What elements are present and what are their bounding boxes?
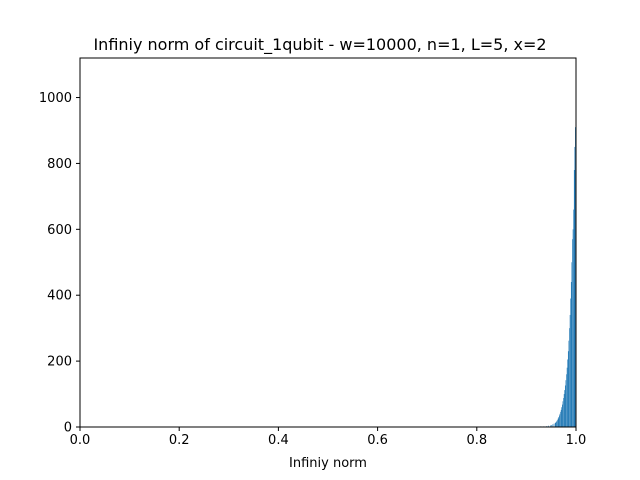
histogram-bar [555, 422, 557, 427]
histogram-bar [563, 394, 565, 427]
x-tick-label: 1.0 [566, 433, 587, 448]
histogram-bar [562, 404, 563, 427]
histogram-bar [574, 146, 576, 427]
histogram-bar [572, 239, 573, 427]
x-tick-label: 0.0 [70, 433, 91, 448]
histogram-bar [570, 282, 572, 427]
histogram-bar [556, 420, 558, 427]
histogram-bar [560, 409, 562, 427]
histogram-bar [559, 413, 561, 427]
histogram-bar [557, 419, 558, 427]
histogram-bar [553, 423, 555, 427]
plot-area-frame [79, 57, 577, 428]
histogram-bar [566, 367, 568, 427]
histogram-bar [569, 314, 571, 427]
y-tick-label: 800 [47, 157, 72, 172]
histogram-bar [548, 425, 549, 427]
x-tick-label: 0.2 [169, 433, 190, 448]
histogram-bar [554, 423, 556, 427]
y-tick-label: 400 [47, 289, 72, 304]
y-tick-label: 0 [64, 421, 72, 436]
histogram-bar [552, 424, 554, 427]
histogram-bar [566, 374, 567, 427]
y-axis-ticks: 0 200 400 600 800 1000 [39, 91, 80, 436]
histogram-bar [556, 421, 557, 427]
histogram-bar [572, 229, 574, 427]
histogram-bar [571, 262, 573, 427]
y-tick-label: 600 [47, 223, 72, 238]
histogram-bar [573, 209, 574, 427]
histogram-bar [551, 425, 552, 427]
x-axis-label: Infiniy norm [289, 456, 367, 471]
histogram-bar [567, 351, 569, 427]
y-tick-label: 1000 [39, 91, 72, 106]
histogram-bar [565, 380, 567, 427]
histogram-bar [564, 385, 566, 427]
histogram-bar [569, 328, 570, 427]
histogram-bar [563, 398, 564, 427]
x-tick-label: 0.4 [268, 433, 289, 448]
histogram-bar [575, 127, 576, 427]
x-axis-ticks: 0.0 0.2 0.4 0.6 0.8 1.0 [70, 427, 587, 448]
histogram-bar [567, 359, 568, 427]
histogram-bars [537, 127, 576, 427]
chart-title: Infiniy norm of circuit_1qubit - w=10000… [93, 35, 546, 55]
histogram-bar [568, 340, 570, 427]
histogram-bar [562, 401, 564, 427]
histogram-bar [573, 170, 575, 427]
histogram-bar [564, 390, 565, 427]
histogram-bar [570, 298, 571, 427]
histogram-bar [561, 407, 563, 427]
x-tick-label: 0.6 [367, 433, 388, 448]
y-tick-label: 200 [47, 355, 72, 370]
histogram-bar [550, 425, 551, 427]
x-tick-label: 0.8 [466, 433, 487, 448]
histogram-bar [559, 415, 560, 427]
histogram-bar [560, 411, 561, 427]
histogram-bar [558, 417, 560, 427]
histogram-bar [557, 418, 559, 427]
